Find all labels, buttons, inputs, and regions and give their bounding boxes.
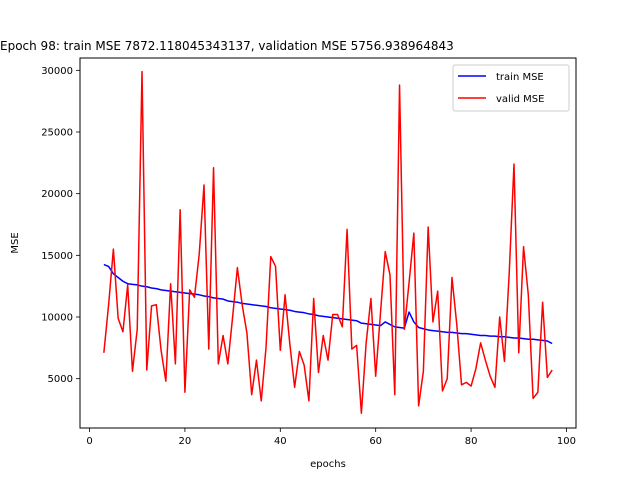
y-axis: 5000 10000 15000 20000 25000 30000 [41,66,80,385]
y-tick-label: 20000 [41,189,73,200]
x-tick-label: 80 [465,436,478,447]
x-tick-label: 40 [274,436,287,447]
series-line-valid-mse [103,70,553,414]
x-tick-label: 20 [179,436,192,447]
x-tick-label: 0 [86,436,92,447]
series-layer [103,70,553,414]
x-tick-label: 100 [557,436,576,447]
y-tick-label: 15000 [41,251,73,262]
chart-title: Epoch 98: train MSE 7872.118045343137, v… [0,39,454,53]
y-tick-label: 10000 [41,313,73,324]
legend-entry-valid-mse: valid MSE [496,94,544,105]
legend-entry-train-mse: train MSE [496,72,544,83]
x-axis-label: epochs [310,459,346,470]
y-axis-label: MSE [10,232,21,253]
x-tick-label: 60 [369,436,382,447]
y-tick-label: 30000 [41,66,73,77]
series-line-train-mse [103,263,553,345]
y-tick-label: 25000 [41,128,73,139]
plot-frame [79,57,577,429]
x-axis: 0 20 40 60 80 100 [86,428,576,447]
y-tick-label: 5000 [48,374,73,385]
legend: train MSE valid MSE [452,64,570,112]
